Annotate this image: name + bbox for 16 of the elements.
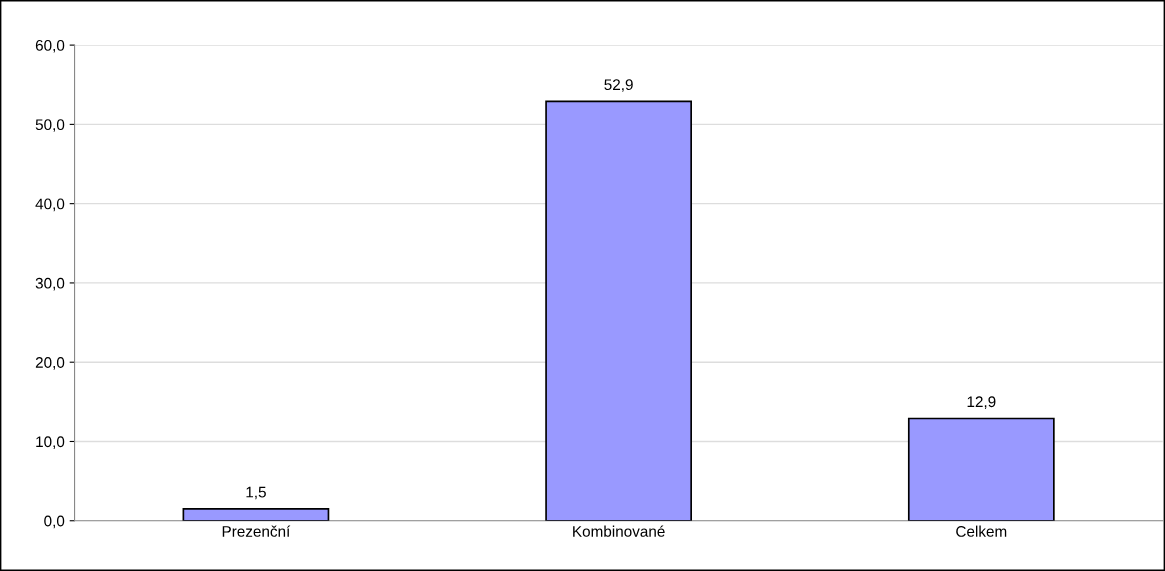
data-label: 1,5 (246, 486, 266, 500)
data-label: 12,9 (967, 396, 996, 409)
y-tick-label: 0,0 (44, 515, 65, 529)
data-label: 52,9 (604, 79, 633, 92)
bar (182, 508, 330, 521)
y-tick-label: 40,0 (35, 198, 65, 212)
x-tick-label: Celkem (956, 525, 1007, 537)
bar (545, 100, 692, 521)
x-tick-label: Kombinované (573, 525, 665, 537)
x-tick-label: Prezenční (222, 525, 291, 537)
y-tick-label: 20,0 (35, 357, 65, 370)
bar (907, 417, 1055, 521)
y-tick-label: 10,0 (36, 436, 65, 449)
y-tick-label: 50,0 (35, 119, 65, 132)
y-tick-label: 60,0 (35, 39, 65, 53)
y-tick-label: 30,0 (35, 277, 65, 291)
